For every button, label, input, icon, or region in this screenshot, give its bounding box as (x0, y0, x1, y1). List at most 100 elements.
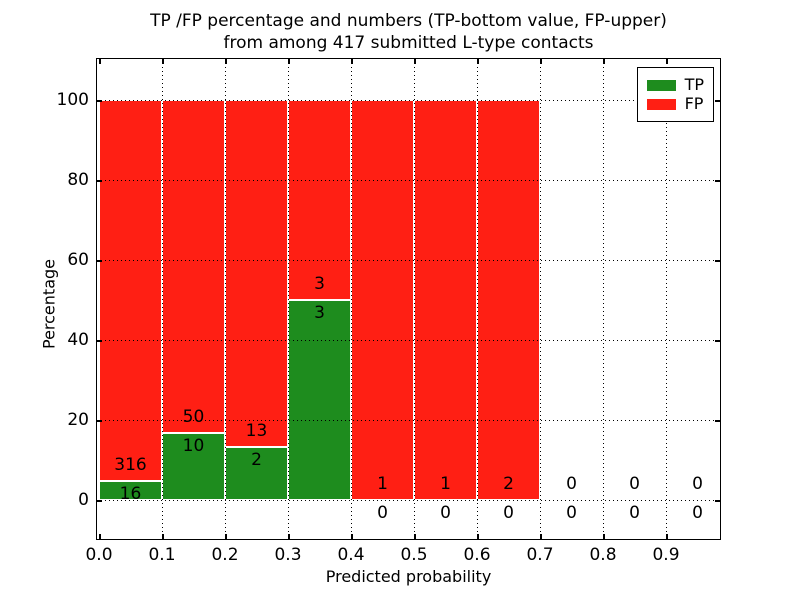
bar-count-label-fp: 50 (182, 407, 205, 428)
gridline-v (414, 59, 415, 539)
tick-y-right (715, 180, 720, 182)
tick-y-left (97, 260, 102, 262)
chart-title-line1: TP /FP percentage and numbers (TP-bottom… (150, 11, 667, 31)
bar-fp (351, 100, 414, 500)
bar-count-label-fp: 1 (377, 474, 388, 494)
legend-label-fp: FP (684, 94, 704, 113)
tick-x-top (225, 59, 227, 64)
bar-tp (99, 480, 162, 500)
bar-count-label-tp: 0 (503, 503, 514, 523)
tick-label-y: 40 (67, 330, 89, 350)
bar-fp (99, 100, 162, 481)
gridline-v (225, 59, 226, 539)
tick-y-left (97, 420, 102, 422)
tick-x-bottom (477, 534, 479, 539)
bar-count-label-tp: 0 (377, 503, 388, 523)
legend-label-tp: TP (684, 75, 704, 94)
bar-fp (288, 100, 351, 300)
tick-y-right (715, 100, 720, 102)
chart-title-line2: from among 417 submitted L-type contacts (223, 33, 594, 53)
tick-x-bottom (603, 534, 605, 539)
tick-label-x: 0.8 (589, 545, 617, 565)
tick-y-left (97, 340, 102, 342)
tick-label-y: 20 (67, 410, 89, 430)
gridline-v (162, 59, 163, 539)
tick-x-bottom (540, 534, 542, 539)
tick-label-x: 0.2 (211, 545, 239, 565)
tick-y-left (97, 100, 102, 102)
bar-count-label-fp: 0 (692, 474, 703, 494)
tick-label-x: 0.9 (652, 545, 680, 565)
bar-count-label-tp: 2 (251, 449, 262, 470)
tick-label-y: 0 (78, 490, 89, 510)
tick-x-bottom (162, 534, 164, 539)
bar-count-label-fp: 1 (440, 474, 451, 494)
tick-x-top (288, 59, 290, 64)
legend: TP FP (636, 67, 714, 122)
x-axis-title: Predicted probability (325, 567, 492, 586)
bar-count-label-fp: 0 (566, 474, 577, 494)
tick-x-top (99, 59, 101, 64)
gridline-v (603, 59, 604, 539)
tick-y-right (715, 340, 720, 342)
tick-label-x: 0.3 (274, 545, 302, 565)
tick-y-right (715, 260, 720, 262)
bar-count-label-fp: 316 (114, 454, 147, 475)
bar-tp (288, 300, 351, 500)
tick-label-x: 0.5 (400, 545, 428, 565)
tick-label-x: 0.0 (85, 545, 113, 565)
bar-count-label-tp: 3 (314, 303, 325, 323)
tick-label-x: 0.7 (526, 545, 554, 565)
bar-count-label-tp: 0 (566, 503, 577, 523)
tick-x-top (162, 59, 164, 64)
tick-x-bottom (414, 534, 416, 539)
tick-label-y: 80 (67, 170, 89, 190)
legend-swatch-tp (646, 79, 676, 91)
tick-x-bottom (288, 534, 290, 539)
tick-x-top (351, 59, 353, 64)
bar-fp (477, 100, 540, 500)
bar-count-label-tp: 16 (119, 483, 142, 504)
bar-count-label-fp: 0 (629, 474, 640, 494)
gridline-h (97, 340, 720, 341)
tick-x-bottom (225, 534, 227, 539)
legend-swatch-fp (646, 98, 676, 110)
bar-tp (162, 433, 225, 500)
tick-x-bottom (666, 534, 668, 539)
bar-count-label-tp: 10 (182, 436, 205, 457)
tick-x-top (477, 59, 479, 64)
gridline-v (288, 59, 289, 539)
gridline-v (477, 59, 478, 539)
bar-count-label-tp: 0 (440, 503, 451, 523)
bar-fp (414, 100, 477, 500)
bar-count-label-tp: 0 (629, 503, 640, 523)
gridline-v (351, 59, 352, 539)
bar-count-label-tp: 0 (692, 503, 703, 523)
tick-x-bottom (351, 534, 353, 539)
tick-y-right (715, 500, 720, 502)
gridline-h (97, 100, 720, 101)
tick-y-left (97, 180, 102, 182)
bar-count-label-fp: 2 (503, 474, 514, 494)
tick-x-top (603, 59, 605, 64)
gridline-v (666, 59, 667, 539)
chart-title: TP /FP percentage and numbers (TP-bottom… (97, 10, 720, 54)
tick-label-x: 0.4 (337, 545, 365, 565)
tick-label-y: 100 (56, 90, 89, 110)
tick-x-top (414, 59, 416, 64)
legend-item-fp: FP (646, 94, 704, 113)
tick-x-top (666, 59, 668, 64)
tick-label-y: 60 (67, 250, 89, 270)
gridline-h (97, 260, 720, 261)
plot-area: TP FP 316 16 50 10 13 2 3 3 1 0 1 0 2 0 0 0 0 0 0 0 0.0 0.1 0.… (57, 58, 721, 565)
bar-count-label-fp: 3 (314, 274, 325, 294)
tick-label-x: 0.1 (148, 545, 176, 565)
tick-label-x: 0.6 (463, 545, 491, 565)
legend-item-tp: TP (646, 75, 704, 94)
bar-fp (225, 100, 288, 447)
tick-y-right (715, 420, 720, 422)
gridline-h (97, 180, 720, 181)
gridline-v (540, 59, 541, 539)
bar-count-label-fp: 13 (245, 420, 268, 441)
